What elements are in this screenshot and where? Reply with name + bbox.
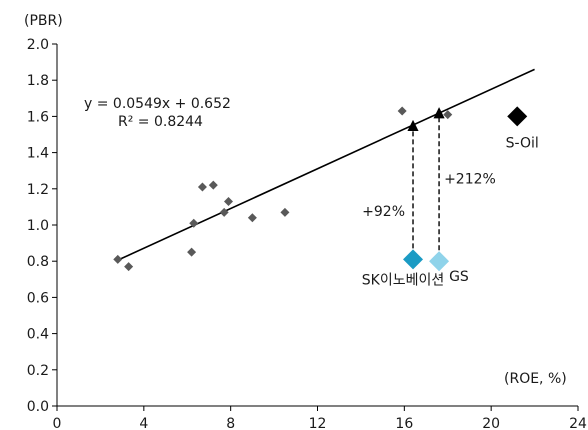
peer-point [219, 207, 229, 217]
trendline-group [117, 68, 535, 261]
y-tick-label: 0.6 [27, 290, 49, 306]
peer-point [197, 182, 207, 192]
y-tick-label: 1.6 [27, 109, 49, 125]
upside-arrows: +92% +212% [362, 107, 496, 251]
x-tick-label: 12 [309, 416, 327, 430]
highlight-point [507, 106, 528, 127]
y-tick-labels: 0.0 0.2 0.4 0.6 0.8 1.0 1.2 1.4 1.6 1.8 2.0 [27, 37, 49, 415]
highlight-point [429, 251, 450, 272]
y-tick-label: 1.4 [27, 146, 49, 162]
x-tick-label: 16 [395, 416, 413, 430]
highlight-label: GS [449, 269, 469, 285]
upside-label: +212% [444, 171, 496, 187]
peer-point [208, 180, 218, 190]
peer-point [223, 196, 233, 206]
peer-point [113, 254, 123, 264]
axes [52, 43, 579, 411]
x-axis-title: (ROE, %) [504, 371, 567, 387]
x-tick-label: 4 [139, 416, 148, 430]
peer-point [187, 247, 197, 257]
y-axis-title: (PBR) [24, 13, 63, 29]
upside-label: +92% [362, 204, 405, 220]
y-tick-label: 2.0 [27, 37, 49, 53]
trendline [117, 68, 535, 261]
x-tick-label: 20 [482, 416, 500, 430]
y-tick-label: 0.0 [27, 399, 49, 415]
highlight-label: S-Oil [506, 135, 539, 151]
x-tick-labels: 0 4 8 12 16 20 24 [53, 416, 587, 430]
highlight-label: SK이노베이션 [362, 272, 444, 288]
y-tick-label: 0.4 [27, 327, 49, 343]
highlighted-companies: SK이노베이션 GS S-Oil [362, 106, 539, 288]
peer-point [124, 262, 134, 272]
peer-point [443, 110, 453, 120]
x-tick-label: 0 [53, 416, 62, 430]
peer-point [397, 106, 407, 116]
highlight-point [403, 249, 424, 270]
x-tick-label: 24 [569, 416, 587, 430]
peer-point [280, 207, 290, 217]
y-tick-label: 1.2 [27, 182, 49, 198]
x-tick-label: 8 [226, 416, 235, 430]
peer-points [113, 106, 453, 272]
y-tick-label: 1.0 [27, 218, 49, 234]
trendline-r-squared: R² = 0.8244 [118, 114, 203, 130]
y-tick-label: 0.8 [27, 254, 49, 270]
y-tick-label: 0.2 [27, 363, 49, 379]
peer-point [189, 218, 199, 228]
trendline-equation: y = 0.0549x + 0.652 [84, 96, 231, 112]
y-tick-label: 1.8 [27, 73, 49, 89]
peer-point [247, 213, 257, 223]
